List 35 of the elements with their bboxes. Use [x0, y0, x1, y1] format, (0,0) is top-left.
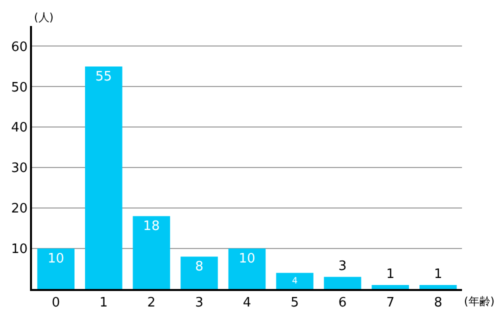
x-tick-label: 6 [338, 295, 347, 310]
y-tick-label: 50 [11, 80, 28, 96]
x-tick-label: 2 [147, 295, 156, 310]
data-label: 1 [386, 266, 394, 282]
x-tick-label: 0 [52, 295, 60, 310]
data-label: 8 [195, 260, 204, 275]
x-tick-label: 3 [195, 295, 204, 310]
data-label: 1 [434, 266, 442, 282]
bar [180, 256, 218, 289]
data-label: 55 [95, 69, 112, 84]
bar [132, 216, 170, 289]
bar [372, 284, 409, 289]
bar [37, 248, 75, 289]
data-label: 18 [143, 219, 160, 234]
data-label: 4 [292, 276, 298, 286]
y-tick-label: 40 [11, 120, 28, 136]
y-tick-label: 60 [11, 40, 28, 55]
x-tick-label: 5 [290, 295, 299, 310]
x-axis-title: (年齢) [464, 295, 495, 308]
y-tick-label: 30 [11, 161, 28, 176]
data-label: 10 [238, 252, 256, 267]
bar [324, 276, 362, 289]
y-tick-label: 10 [11, 242, 28, 258]
bar [228, 248, 266, 289]
data-label: 10 [48, 252, 64, 267]
x-tick-label: 7 [386, 295, 394, 310]
y-tick-label: 20 [11, 202, 28, 217]
x-tick-label: 1 [100, 295, 108, 310]
x-tick-label: 8 [434, 295, 442, 310]
data-label: 3 [338, 258, 347, 274]
bar [419, 284, 457, 289]
y-axis-title: (人) [34, 11, 54, 24]
bar [85, 66, 122, 289]
x-tick-label: 4 [242, 295, 252, 310]
bar [276, 272, 314, 289]
